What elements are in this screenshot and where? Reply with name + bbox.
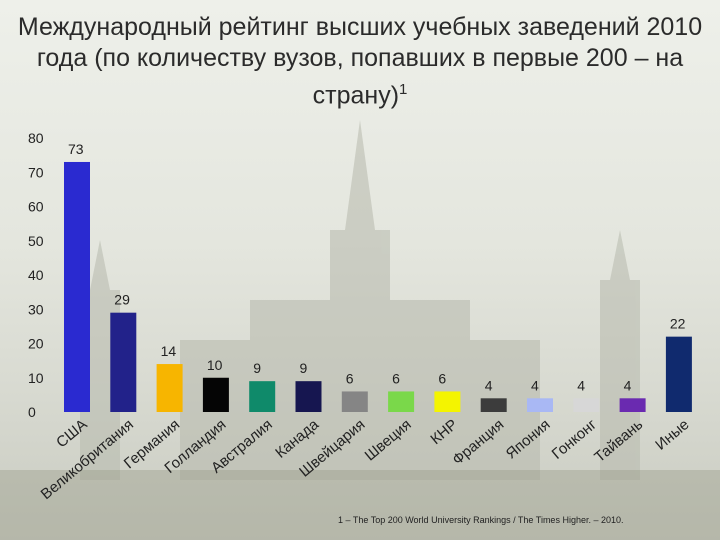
y-tick-label: 20 (28, 336, 44, 352)
data-label: 4 (624, 377, 632, 393)
bar (341, 391, 368, 412)
x-tick-label: Япония (503, 416, 554, 463)
bar (64, 161, 90, 412)
bar (434, 391, 461, 412)
bar (156, 364, 183, 412)
data-label: 6 (346, 370, 354, 386)
y-tick-label: 70 (28, 164, 44, 180)
bar (480, 398, 507, 412)
data-label: 14 (161, 343, 177, 359)
y-tick-label: 60 (28, 199, 44, 215)
footnote: 1 – The Top 200 World University Ranking… (338, 515, 624, 525)
bar (249, 381, 276, 412)
data-label: 4 (577, 377, 585, 393)
chart-title-text: Международный рейтинг высших учебных зав… (17, 13, 703, 110)
data-label: 4 (485, 377, 493, 393)
x-tick-label: Франция (449, 416, 507, 469)
data-label: 29 (114, 292, 130, 308)
y-tick-label: 10 (28, 370, 44, 386)
x-tick-label: Иные (652, 416, 692, 454)
y-tick-label: 30 (28, 301, 44, 317)
bar (110, 312, 137, 412)
data-label: 9 (300, 360, 308, 376)
x-tick-label: Тайвань (591, 416, 646, 466)
y-tick-label: 0 (28, 404, 36, 420)
bar (573, 398, 600, 412)
x-tick-label: КНР (427, 416, 461, 448)
data-label: 9 (253, 360, 261, 376)
chart-title: Международный рейтинг высших учебных зав… (10, 12, 710, 111)
data-label: 6 (392, 370, 400, 386)
data-label: 22 (670, 316, 686, 332)
data-label: 10 (207, 357, 223, 373)
y-tick-label: 50 (28, 233, 44, 249)
data-label: 73 (68, 141, 84, 157)
data-label: 6 (438, 370, 446, 386)
bar (665, 336, 692, 412)
bar (619, 398, 646, 412)
x-tick-label: Швеция (362, 416, 415, 464)
title-footnote-marker: 1 (399, 81, 408, 98)
bar (202, 377, 229, 412)
bar (527, 398, 553, 412)
y-tick-label: 40 (28, 267, 44, 283)
data-label: 4 (531, 377, 539, 393)
y-tick-label: 80 (28, 130, 44, 146)
bar (388, 391, 415, 412)
bar (295, 381, 322, 412)
x-tick-label: США (53, 416, 90, 451)
